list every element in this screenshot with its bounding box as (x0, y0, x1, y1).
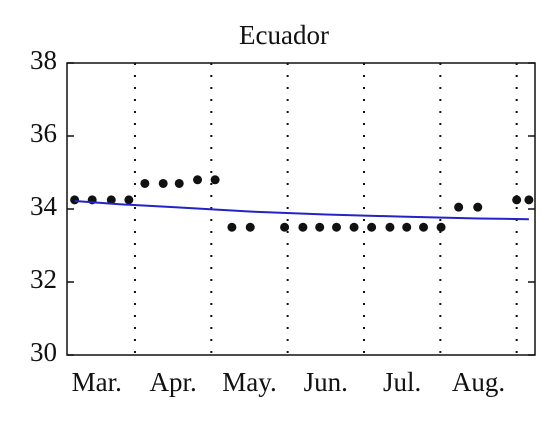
chart-title: Ecuador (239, 20, 329, 50)
y-tick-label: 36 (30, 118, 57, 148)
point (298, 222, 308, 232)
x-tick-label: Mar. (72, 367, 122, 397)
point (473, 202, 483, 212)
point (402, 222, 412, 232)
x-tick-label: Jun. (304, 367, 348, 397)
plot-frame (66, 62, 536, 356)
x-tick-label: Aug. (452, 367, 505, 397)
point (454, 202, 464, 212)
point (106, 195, 116, 205)
point (245, 222, 255, 232)
point (512, 195, 522, 205)
point (280, 222, 290, 232)
point (124, 195, 134, 205)
point (385, 222, 395, 232)
point (524, 195, 534, 205)
x-tick-label: Apr. (149, 367, 196, 397)
x-tick-label: Jul. (383, 367, 421, 397)
point (193, 175, 203, 185)
trend-line (74, 199, 529, 221)
point (349, 222, 359, 232)
x-tick-label: May. (222, 367, 277, 397)
point (227, 222, 237, 232)
point (140, 178, 150, 188)
y-tick-label: 34 (30, 191, 58, 221)
y-tick-label: 38 (30, 45, 57, 75)
y-tick-label: 32 (30, 264, 57, 294)
point (332, 222, 342, 232)
point (158, 178, 168, 188)
point (436, 222, 446, 232)
point (174, 178, 184, 188)
point (367, 222, 377, 232)
point (315, 222, 325, 232)
point (210, 175, 220, 185)
point (419, 222, 429, 232)
y-tick-label: 30 (30, 337, 57, 367)
point (70, 195, 80, 205)
